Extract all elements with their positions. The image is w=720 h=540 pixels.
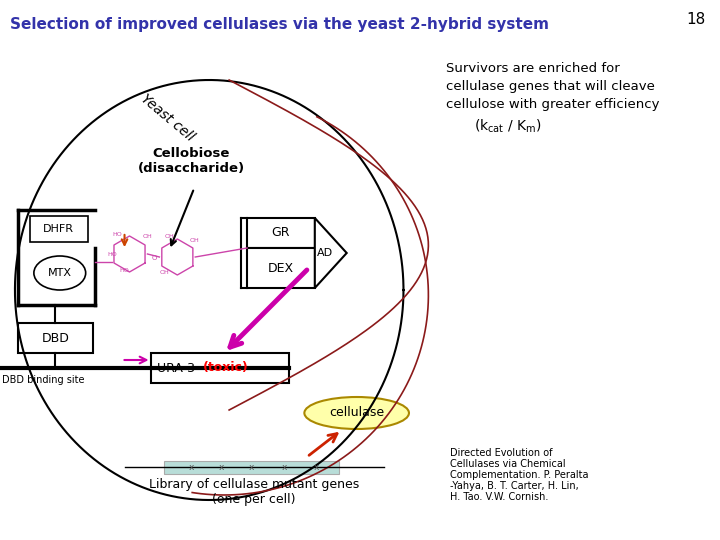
Text: Yeast cell: Yeast cell (138, 92, 197, 144)
Text: HO: HO (113, 232, 122, 237)
Text: cellulose with greater efficiency: cellulose with greater efficiency (446, 98, 660, 111)
Text: Survivors are enriched for: Survivors are enriched for (446, 62, 620, 75)
Text: (k$_{\mathsf{cat}}$ / K$_{\mathsf{m}}$): (k$_{\mathsf{cat}}$ / K$_{\mathsf{m}}$) (474, 118, 542, 136)
Text: Complementation. P. Peralta: Complementation. P. Peralta (450, 470, 589, 480)
Ellipse shape (34, 256, 86, 290)
Text: x: x (218, 462, 224, 471)
Text: x: x (314, 462, 320, 471)
FancyBboxPatch shape (30, 216, 88, 242)
Text: MTX: MTX (48, 268, 72, 278)
Text: Selection of improved cellulases via the yeast 2-hybrid system: Selection of improved cellulases via the… (10, 17, 549, 32)
Text: Library of cellulase mutant genes
(one per cell): Library of cellulase mutant genes (one p… (149, 478, 359, 506)
Text: AD: AD (317, 248, 333, 258)
FancyBboxPatch shape (18, 323, 93, 353)
Text: DBD binding site: DBD binding site (2, 375, 84, 385)
Text: OH: OH (189, 238, 199, 242)
Text: H. Tao. V.W. Cornish.: H. Tao. V.W. Cornish. (450, 492, 549, 502)
Text: Cellulases via Chemical: Cellulases via Chemical (450, 459, 566, 469)
Text: DHFR: DHFR (43, 224, 74, 234)
Text: cellulase: cellulase (329, 407, 384, 420)
FancyBboxPatch shape (247, 218, 315, 248)
Text: Cellobiose
(disaccharide): Cellobiose (disaccharide) (138, 147, 245, 175)
Polygon shape (315, 218, 347, 288)
Text: HO: HO (120, 267, 130, 273)
Text: HO: HO (108, 252, 117, 256)
Ellipse shape (305, 397, 409, 429)
Text: O: O (152, 255, 157, 261)
Text: Directed Evolution of: Directed Evolution of (450, 448, 553, 458)
Text: OH: OH (160, 269, 169, 274)
Text: OH: OH (143, 233, 153, 239)
Text: URA-3: URA-3 (158, 361, 199, 375)
Text: x: x (282, 462, 287, 471)
FancyBboxPatch shape (151, 353, 289, 383)
Text: DBD: DBD (41, 332, 69, 345)
Text: DEX: DEX (268, 261, 294, 274)
FancyBboxPatch shape (164, 461, 338, 474)
FancyBboxPatch shape (247, 248, 315, 288)
Text: OH: OH (164, 234, 174, 240)
Text: x: x (248, 462, 253, 471)
Text: 18: 18 (686, 12, 706, 27)
Text: -Yahya, B. T. Carter, H. Lin,: -Yahya, B. T. Carter, H. Lin, (450, 481, 579, 491)
Text: GR: GR (271, 226, 290, 240)
Text: cellulase genes that will cleave: cellulase genes that will cleave (446, 80, 655, 93)
Text: (toxic): (toxic) (203, 361, 249, 375)
Text: x: x (189, 462, 194, 471)
